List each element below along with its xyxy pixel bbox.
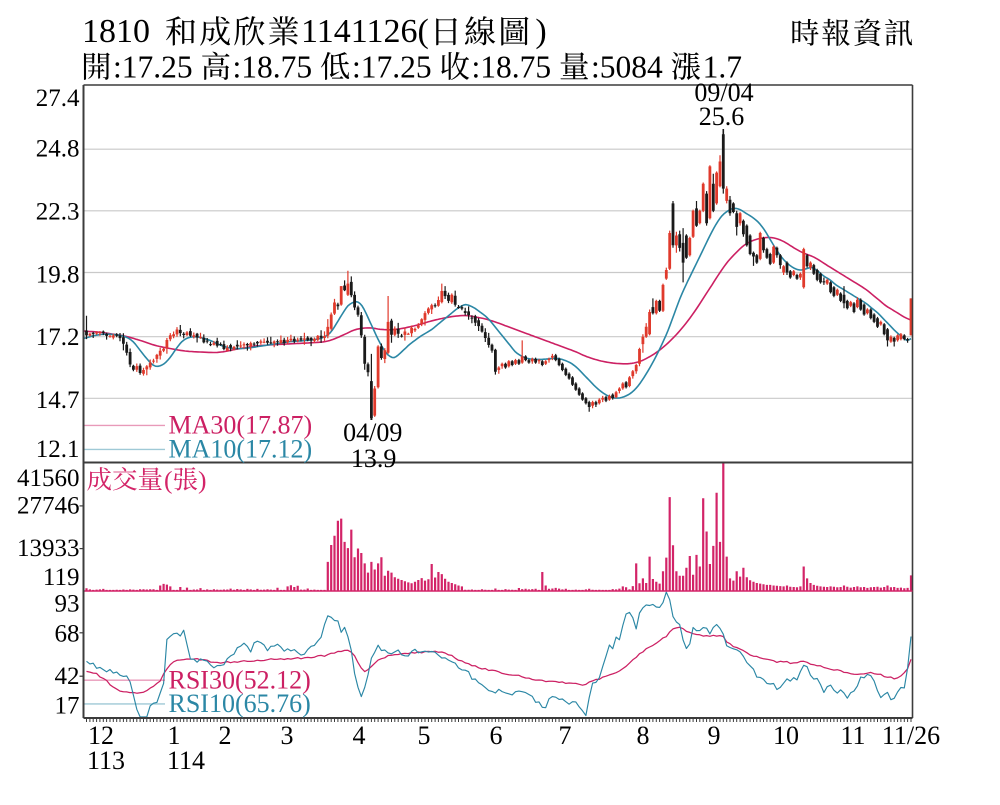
svg-text:MA30(17.87): MA30(17.87) [169, 411, 313, 440]
svg-text:27746: 27746 [17, 492, 80, 519]
svg-text:19.8: 19.8 [36, 261, 80, 288]
svg-text::17.25: :17.25 [352, 50, 432, 85]
svg-text:RSI10(65.76): RSI10(65.76) [169, 689, 311, 718]
svg-text:17: 17 [55, 693, 80, 720]
svg-text:119: 119 [43, 564, 80, 591]
svg-text:41560: 41560 [17, 465, 80, 492]
svg-text:25.6: 25.6 [699, 102, 745, 131]
svg-text:9: 9 [708, 721, 721, 750]
svg-text:24.8: 24.8 [36, 135, 80, 162]
svg-text:RSI30(52.12): RSI30(52.12) [169, 665, 311, 694]
svg-text:14.7: 14.7 [36, 387, 80, 414]
svg-text::18.75: :18.75 [472, 50, 552, 85]
svg-text:6: 6 [490, 721, 503, 750]
svg-text:MA10(17.12): MA10(17.12) [169, 435, 313, 464]
svg-text:8: 8 [637, 721, 650, 750]
svg-text:(: ( [164, 466, 173, 495]
svg-text:5: 5 [418, 721, 431, 750]
svg-text::5084: :5084 [591, 50, 663, 85]
svg-text:04/09: 04/09 [343, 418, 402, 447]
svg-text:42: 42 [55, 663, 80, 690]
svg-text:22.3: 22.3 [36, 198, 80, 225]
svg-text:10: 10 [773, 721, 799, 750]
svg-text:): ) [535, 13, 546, 50]
svg-text:114: 114 [167, 746, 205, 775]
svg-text:7: 7 [559, 721, 572, 750]
svg-text:09/04: 09/04 [694, 78, 753, 107]
svg-text:2: 2 [219, 721, 232, 750]
svg-text:4: 4 [353, 721, 366, 750]
svg-text:11/26: 11/26 [882, 721, 940, 750]
svg-text:): ) [198, 466, 207, 495]
svg-text:13933: 13933 [17, 535, 80, 562]
svg-text:12: 12 [88, 721, 114, 750]
svg-text:27.4: 27.4 [36, 85, 80, 112]
svg-text:1: 1 [168, 721, 181, 750]
svg-text::17.25: :17.25 [113, 50, 193, 85]
svg-text:113: 113 [87, 746, 125, 775]
svg-text:13.9: 13.9 [351, 444, 397, 473]
svg-text:1141126(: 1141126( [301, 13, 429, 50]
svg-text:3: 3 [281, 721, 294, 750]
svg-text:17.2: 17.2 [36, 324, 80, 351]
svg-text::18.75: :18.75 [233, 50, 313, 85]
svg-text:93: 93 [55, 591, 80, 618]
svg-text:68: 68 [55, 621, 80, 648]
svg-text:11: 11 [840, 721, 865, 750]
svg-text:1810: 1810 [82, 13, 150, 50]
svg-text:1.7: 1.7 [703, 50, 742, 85]
svg-text:12.1: 12.1 [36, 436, 80, 463]
